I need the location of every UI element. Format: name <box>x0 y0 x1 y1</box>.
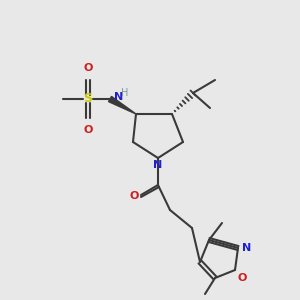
Text: S: S <box>83 92 92 106</box>
Text: O: O <box>83 125 93 135</box>
Text: N: N <box>153 160 163 170</box>
Text: H: H <box>121 88 128 98</box>
Text: O: O <box>129 191 139 201</box>
Polygon shape <box>109 96 136 114</box>
Text: N: N <box>114 92 123 102</box>
Text: N: N <box>242 243 251 253</box>
Text: O: O <box>238 273 247 283</box>
Text: O: O <box>83 63 93 73</box>
